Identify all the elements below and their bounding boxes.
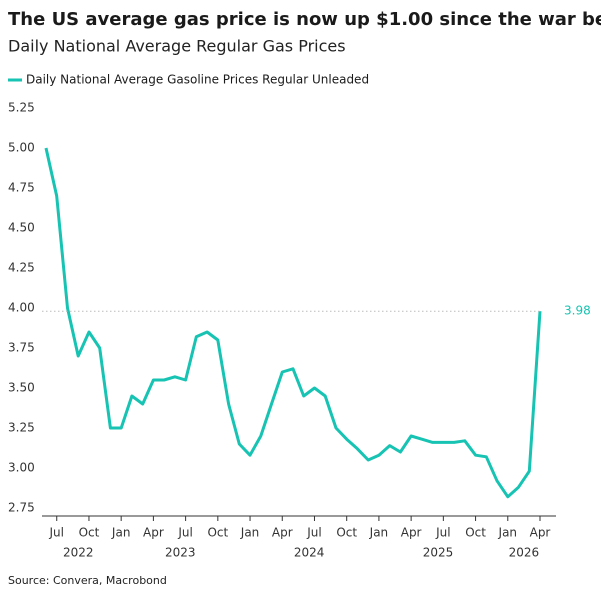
- x-year-label: 2023: [165, 546, 196, 560]
- x-tick-label: Jan: [111, 526, 131, 540]
- y-tick-label: 4.25: [8, 261, 35, 275]
- y-tick-label: 3.00: [8, 461, 35, 475]
- y-tick-label: 5.25: [8, 101, 35, 115]
- x-tick-label: Apr: [143, 526, 164, 540]
- last-value-label: 3.98: [564, 304, 591, 318]
- x-tick-label: Jul: [177, 526, 192, 540]
- y-tick-label: 3.50: [8, 381, 35, 395]
- x-tick-label: Apr: [272, 526, 293, 540]
- x-year-label: 2022: [63, 546, 94, 560]
- chart-title: The US average gas price is now up $1.00…: [8, 9, 601, 30]
- x-tick-label: Apr: [530, 526, 551, 540]
- x-year-label: 2025: [423, 546, 454, 560]
- y-tick-label: 5.00: [8, 141, 35, 155]
- x-tick-label: Apr: [401, 526, 422, 540]
- series-line: [44, 147, 542, 499]
- x-tick-label: Jul: [435, 526, 450, 540]
- y-tick-label: 3.75: [8, 341, 35, 355]
- x-tick-label: Oct: [465, 526, 486, 540]
- y-tick-label: 2.75: [8, 501, 35, 515]
- x-tick-label: Jan: [498, 526, 518, 540]
- x-tick-label: Oct: [336, 526, 357, 540]
- x-tick-label: Jan: [369, 526, 389, 540]
- y-tick-label: 4.75: [8, 181, 35, 195]
- x-year-label: 2026: [509, 546, 540, 560]
- legend-label: Daily National Average Gasoline Prices R…: [26, 73, 369, 87]
- y-tick-label: 4.00: [8, 301, 35, 315]
- x-tick-label: Jul: [48, 526, 63, 540]
- x-tick-label: Jan: [240, 526, 260, 540]
- y-tick-label: 3.25: [8, 421, 35, 435]
- y-tick-label: 4.50: [8, 221, 35, 235]
- x-tick-label: Oct: [207, 526, 228, 540]
- chart-subtitle: Daily National Average Regular Gas Price…: [8, 37, 346, 56]
- x-tick-label: Oct: [79, 526, 100, 540]
- x-tick-label: Jul: [306, 526, 321, 540]
- source: Source: Convera, Macrobond: [8, 574, 167, 587]
- x-year-label: 2024: [294, 546, 325, 560]
